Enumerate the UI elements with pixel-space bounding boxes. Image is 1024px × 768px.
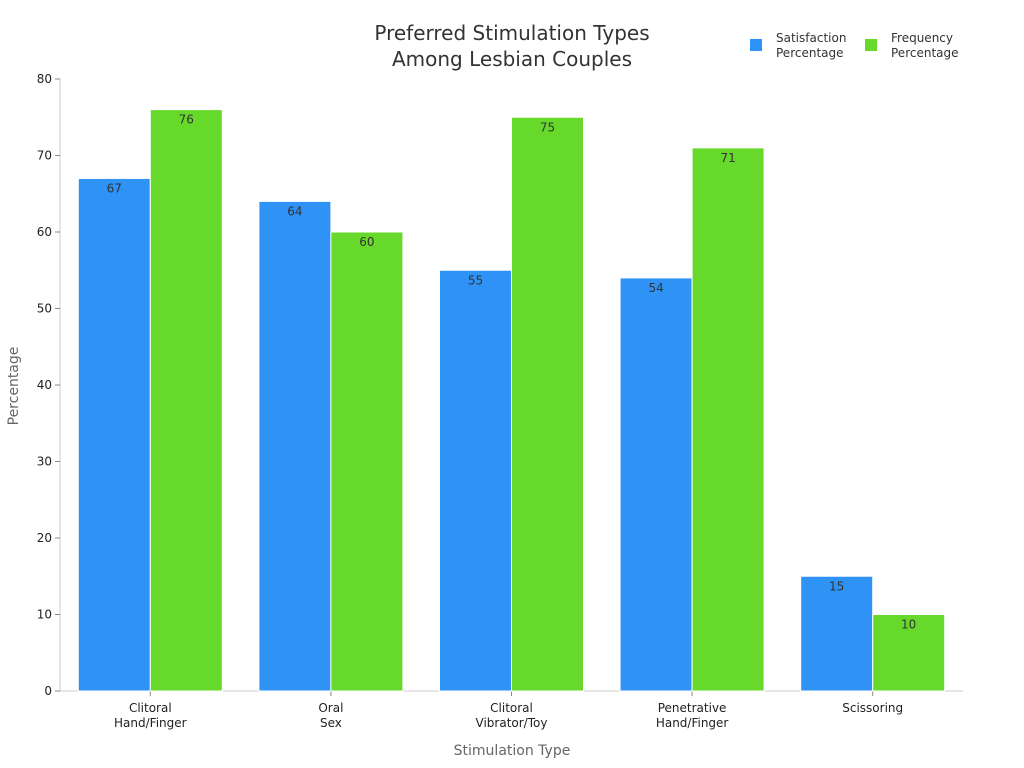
- bar-series-1-cat-1: [330, 231, 404, 692]
- bar-series-0-cat-2: [439, 269, 512, 692]
- axes: 01020304050607080ClitoralHand/FingerOral…: [37, 72, 963, 730]
- bar-series-1-cat-0: [149, 109, 223, 692]
- y-tick-label: 0: [44, 684, 52, 698]
- bar-value-label: 76: [179, 113, 194, 127]
- legend-label: Satisfaction: [776, 31, 846, 45]
- bar-series-0-cat-0: [77, 177, 151, 692]
- x-axis-title: Stimulation Type: [454, 743, 571, 759]
- bar-series-1-cat-3: [691, 147, 765, 692]
- y-tick-label: 40: [37, 378, 52, 392]
- bar-value-label: 75: [540, 120, 555, 134]
- legend: SatisfactionPercentageFrequencyPercentag…: [750, 31, 959, 60]
- value-labels: 67 76 64 60 55 75 54 71 15 10: [107, 113, 917, 632]
- bar-value-label: 10: [901, 618, 916, 632]
- x-tick-label: Sex: [320, 716, 342, 730]
- x-tick-label: Clitoral: [490, 701, 533, 715]
- y-tick-label: 80: [37, 72, 52, 86]
- y-tick-label: 60: [37, 225, 52, 239]
- chart-title-line: Preferred Stimulation Types: [374, 21, 649, 45]
- bars: [77, 109, 946, 692]
- x-tick-label: Hand/Finger: [656, 716, 729, 730]
- x-tick-label: Vibrator/Toy: [476, 716, 548, 730]
- bar-series-0-cat-3: [619, 277, 693, 692]
- y-tick-label: 20: [37, 531, 52, 545]
- legend-swatch: [750, 39, 762, 51]
- bar-value-label: 64: [287, 204, 302, 218]
- bar-series-0-cat-4: [800, 575, 874, 692]
- y-tick-label: 30: [37, 455, 52, 469]
- y-tick-label: 70: [37, 149, 52, 163]
- x-tick-label: Penetrative: [658, 701, 727, 715]
- legend-swatch: [865, 39, 877, 51]
- bar-value-label: 60: [359, 235, 374, 249]
- x-tick-label: Scissoring: [842, 701, 903, 715]
- chart-title-line: Among Lesbian Couples: [392, 47, 632, 71]
- legend-label: Percentage: [891, 46, 959, 60]
- bar-value-label: 15: [829, 579, 844, 593]
- bar-value-label: 71: [720, 151, 735, 165]
- bar-series-1-cat-2: [511, 116, 584, 692]
- y-tick-label: 50: [37, 302, 52, 316]
- bar-value-label: 55: [468, 273, 483, 287]
- legend-label: Frequency: [891, 31, 953, 45]
- bar-series-0-cat-1: [258, 200, 332, 692]
- legend-label: Percentage: [776, 46, 844, 60]
- bar-value-label: 54: [648, 281, 663, 295]
- x-tick-label: Oral: [318, 701, 343, 715]
- y-tick-label: 10: [37, 608, 52, 622]
- x-tick-label: Hand/Finger: [114, 716, 187, 730]
- bar-series-1-cat-4: [872, 614, 946, 692]
- y-axis-title: Percentage: [6, 347, 22, 426]
- x-tick-label: Clitoral: [129, 701, 172, 715]
- bar-value-label: 67: [107, 181, 122, 195]
